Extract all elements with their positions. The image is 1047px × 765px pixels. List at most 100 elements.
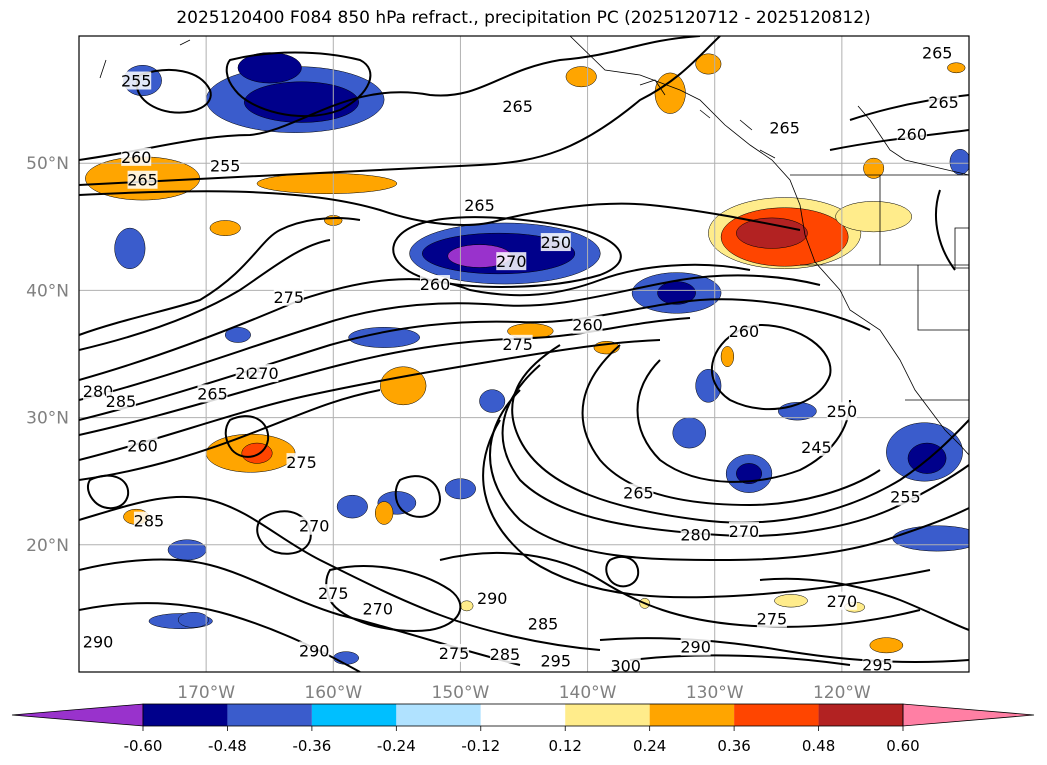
contour-label: 270	[729, 522, 760, 541]
contour-label-bg	[572, 315, 603, 334]
colorbar-segment	[480, 704, 566, 726]
contour-label: 280	[83, 382, 114, 401]
contour-label: 250	[827, 402, 858, 421]
colorbar-tick-label: -0.60	[124, 737, 163, 755]
contour-label: 290	[83, 632, 114, 651]
contour-label-bg	[105, 392, 136, 411]
precip-patch	[241, 442, 273, 464]
contour-label-bg	[769, 118, 800, 137]
contour-label: 265	[127, 171, 158, 190]
contour-label-bg	[420, 275, 450, 294]
contour-label: 265	[769, 119, 800, 138]
contour-label: 250	[541, 233, 572, 252]
contour-label-bg	[801, 437, 832, 456]
colorbar-segment	[649, 704, 735, 726]
contour-label: 290	[299, 641, 330, 660]
colorbar-segment	[227, 704, 312, 726]
contour-label-bg	[286, 453, 317, 472]
contour-label-bg	[197, 384, 228, 403]
precip-patch	[336, 494, 368, 519]
axis-ticks: 170°W 160°W 150°W 140°W 130°W 120°W 20°N 30°N 40…	[26, 154, 871, 703]
contour-label: 275	[757, 610, 788, 629]
precip-patch	[348, 327, 420, 348]
contour-label: 275	[274, 288, 305, 307]
contour-label: 260	[127, 437, 158, 456]
colorbar-tick-label: -0.36	[292, 737, 331, 755]
precip-patch	[736, 217, 808, 249]
lat-tick-label: 20°N	[26, 536, 69, 556]
colorbar-tick-label: -0.48	[208, 737, 247, 755]
precip-patch	[869, 637, 904, 654]
colorbar-segment	[818, 704, 903, 726]
colorbar-extend-low	[11, 703, 144, 727]
lat-tick-label: 50°N	[26, 154, 69, 174]
precip-patch	[720, 346, 735, 367]
contour-label: 260	[420, 275, 451, 294]
precip-patch	[460, 600, 474, 612]
contour-label-bg	[680, 525, 711, 544]
contour-label-bg	[728, 322, 759, 341]
contour-label-bg	[362, 599, 393, 618]
contour-label-bg	[133, 511, 164, 530]
precip-patch	[167, 539, 207, 561]
colorbar: -0.60 -0.48 -0.36 -0.24 -0.12 0.12 0.24 0.36 0.4…	[11, 703, 1035, 755]
plot-title: 2025120400 F084 850 hPa refract., precip…	[176, 8, 871, 28]
contour-label-bg	[728, 521, 759, 540]
contour-label-bg	[502, 334, 533, 353]
contour-label-bg	[121, 71, 152, 90]
refractivity-contours	[79, 36, 969, 672]
contour-label-bg	[826, 402, 857, 421]
contour-label: 285	[490, 645, 521, 664]
contour-label-bg	[121, 147, 152, 166]
contour-label: 265	[928, 93, 959, 112]
contour-label: 265	[197, 384, 228, 403]
lon-tick-label: 120°W	[813, 683, 871, 703]
precip-patch	[947, 62, 966, 74]
precip-patch	[672, 417, 707, 449]
colorbar-tick-label: 0.60	[886, 737, 919, 755]
precip-patch	[374, 501, 394, 525]
contour-label-bg	[83, 381, 114, 400]
contour-label-bg	[299, 641, 330, 660]
precip-patch	[949, 148, 969, 175]
precip-patch	[654, 72, 686, 114]
colorbar-tick-label: 0.48	[802, 737, 835, 755]
contour-label-bg	[528, 614, 559, 633]
contour-label-bg	[826, 591, 857, 610]
contour-label-bg	[299, 516, 330, 535]
contour-label: 290	[477, 589, 508, 608]
contour-label: 255	[121, 72, 152, 91]
colorbar-tick-label: -0.24	[377, 737, 416, 755]
colorbar-tick-label: 0.12	[549, 737, 582, 755]
precip-patch	[835, 201, 913, 233]
contour-label: 260	[897, 125, 928, 144]
contour-label: 255	[890, 487, 921, 506]
contour-label: 260	[121, 148, 152, 167]
colorbar-segment	[143, 704, 228, 726]
contour-label-bg	[210, 156, 241, 175]
contour-label: 265	[464, 196, 495, 215]
precip-patch	[256, 173, 398, 194]
contour-label-bg	[623, 483, 654, 502]
precip-patch	[565, 66, 597, 88]
colorbar-segment	[734, 704, 819, 726]
contour-label-bg	[496, 252, 527, 271]
colorbar-tick-label: -0.12	[461, 737, 500, 755]
contour-label: 275	[318, 584, 349, 603]
precip-patch	[774, 594, 808, 608]
contour-label-bg	[477, 589, 508, 608]
contour-label-bg	[896, 124, 927, 143]
contour-label-bg	[248, 364, 279, 383]
lon-tick-label: 130°W	[686, 683, 744, 703]
precip-patch	[892, 525, 969, 552]
precip-patch	[114, 227, 146, 270]
lon-tick-label: 150°W	[432, 683, 490, 703]
precip-patch	[333, 651, 359, 665]
contour-label: 290	[680, 638, 711, 657]
contour-label-bg	[890, 487, 921, 506]
map-background	[79, 36, 969, 672]
lon-tick-label: 160°W	[304, 683, 362, 703]
contour-label-bg	[928, 93, 959, 112]
contour-label-bg	[318, 584, 349, 603]
